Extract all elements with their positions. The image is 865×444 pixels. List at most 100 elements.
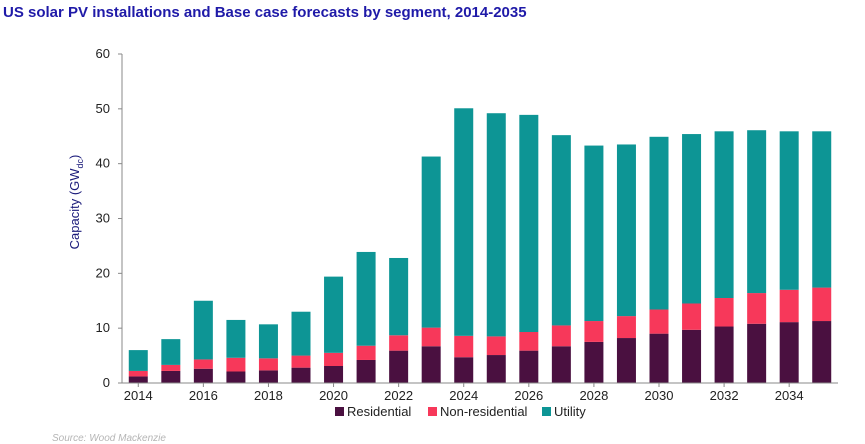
x-tick-label: 2014	[124, 388, 153, 403]
bar-utility-2021	[356, 251, 376, 346]
bar-non-residential-2027	[551, 325, 571, 347]
legend-swatch	[335, 407, 344, 416]
legend-item-residential: Residential	[335, 404, 411, 419]
bar-non-residential-2017	[226, 357, 246, 372]
bar-stack-2017	[226, 319, 246, 383]
bar-utility-2020	[324, 276, 344, 353]
y-axis-label-close: )	[67, 155, 82, 159]
bar-residential-2029	[616, 338, 636, 383]
source-note: Source: Wood Mackenzie	[52, 433, 166, 444]
bar-stack-2016	[193, 300, 213, 383]
bar-utility-2026	[519, 114, 539, 333]
bar-residential-2028	[584, 341, 604, 384]
bar-stack-2027	[551, 135, 571, 383]
bar-stack-2021	[356, 251, 376, 383]
bar-non-residential-2033	[747, 293, 767, 324]
x-tick-label: 2032	[710, 388, 739, 403]
bar-residential-2015	[161, 370, 181, 383]
bar-non-residential-2014	[128, 370, 148, 377]
bar-non-residential-2034	[779, 289, 799, 323]
bar-non-residential-2019	[291, 355, 311, 368]
bar-utility-2033	[747, 130, 767, 294]
y-axis: 0 10 20 30 40 50 60	[96, 46, 123, 390]
bar-utility-2018	[258, 324, 278, 359]
y-tick-label: 50	[96, 101, 110, 116]
bar-utility-2034	[779, 131, 799, 290]
bar-stack-2018	[258, 324, 278, 383]
x-axis: 2014 2016 2018 2020 2022 2024 2026 2028 2030 2032…	[122, 382, 838, 403]
legend: Residential Non-residential Utility	[335, 404, 586, 419]
legend-swatch	[428, 407, 437, 416]
legend-label: Residential	[347, 404, 411, 419]
bar-residential-2024	[454, 357, 474, 383]
bar-residential-2020	[324, 366, 344, 383]
bar-non-residential-2026	[519, 332, 539, 351]
bar-non-residential-2025	[486, 336, 506, 356]
bars	[128, 108, 832, 384]
y-axis-label: Capacity (GWdc)	[67, 155, 85, 250]
bar-utility-2027	[551, 135, 571, 326]
bar-residential-2033	[747, 323, 767, 383]
bar-utility-2025	[486, 113, 506, 337]
bar-residential-2032	[714, 326, 734, 383]
bar-utility-2014	[128, 350, 148, 371]
bar-stack-2022	[389, 257, 409, 383]
bar-non-residential-2022	[389, 335, 409, 351]
x-tick-label: 2018	[254, 388, 283, 403]
bar-non-residential-2032	[714, 298, 734, 327]
bar-stack-2029	[616, 144, 636, 383]
legend-label: Non-residential	[440, 404, 528, 419]
x-tick-label: 2016	[189, 388, 218, 403]
bar-non-residential-2015	[161, 364, 181, 371]
y-tick-label: 30	[96, 211, 110, 226]
bar-stack-2026	[519, 114, 539, 383]
bar-non-residential-2029	[616, 316, 636, 339]
bar-stack-2015	[161, 339, 181, 383]
bar-utility-2017	[226, 319, 246, 358]
bar-stack-2025	[486, 113, 506, 383]
bar-stack-2020	[324, 276, 344, 383]
bar-non-residential-2016	[193, 359, 213, 369]
bar-stack-2032	[714, 131, 734, 383]
bar-utility-2028	[584, 145, 604, 322]
bar-residential-2022	[389, 350, 409, 383]
chart-title: US solar PV installations and Base case …	[3, 4, 527, 21]
bar-residential-2027	[551, 346, 571, 383]
bar-residential-2025	[486, 355, 506, 383]
legend-label: Utility	[554, 404, 586, 419]
bar-utility-2029	[616, 144, 636, 317]
legend-item-utility: Utility	[542, 404, 586, 419]
bar-utility-2035	[812, 131, 832, 288]
legend-swatch	[542, 407, 551, 416]
x-tick-label: 2024	[449, 388, 478, 403]
y-tick-label: 20	[96, 265, 110, 280]
x-tick-label: 2034	[775, 388, 804, 403]
bar-residential-2034	[779, 322, 799, 383]
bar-utility-2024	[454, 108, 474, 336]
bar-residential-2018	[258, 370, 278, 383]
x-tick-label: 2020	[319, 388, 348, 403]
bar-non-residential-2031	[682, 303, 702, 330]
bar-stack-2030	[649, 136, 669, 383]
bar-utility-2022	[389, 257, 409, 336]
bar-utility-2019	[291, 311, 311, 356]
bar-utility-2023	[421, 156, 441, 328]
bar-stack-2031	[682, 134, 702, 383]
bar-utility-2031	[682, 134, 702, 304]
bar-non-residential-2021	[356, 345, 376, 360]
bar-residential-2017	[226, 371, 246, 383]
bar-stack-2035	[812, 131, 832, 383]
bar-residential-2021	[356, 359, 376, 383]
x-tick-label: 2030	[645, 388, 674, 403]
bar-stack-2023	[421, 156, 441, 383]
bar-non-residential-2030	[649, 309, 669, 334]
bar-stack-2024	[454, 108, 474, 383]
bar-non-residential-2028	[584, 321, 604, 342]
bar-residential-2031	[682, 329, 702, 383]
x-tick-label: 2022	[384, 388, 413, 403]
bar-utility-2032	[714, 131, 734, 298]
bar-non-residential-2020	[324, 352, 344, 366]
bar-non-residential-2035	[812, 287, 832, 322]
legend-item-non-residential: Non-residential	[428, 404, 528, 419]
